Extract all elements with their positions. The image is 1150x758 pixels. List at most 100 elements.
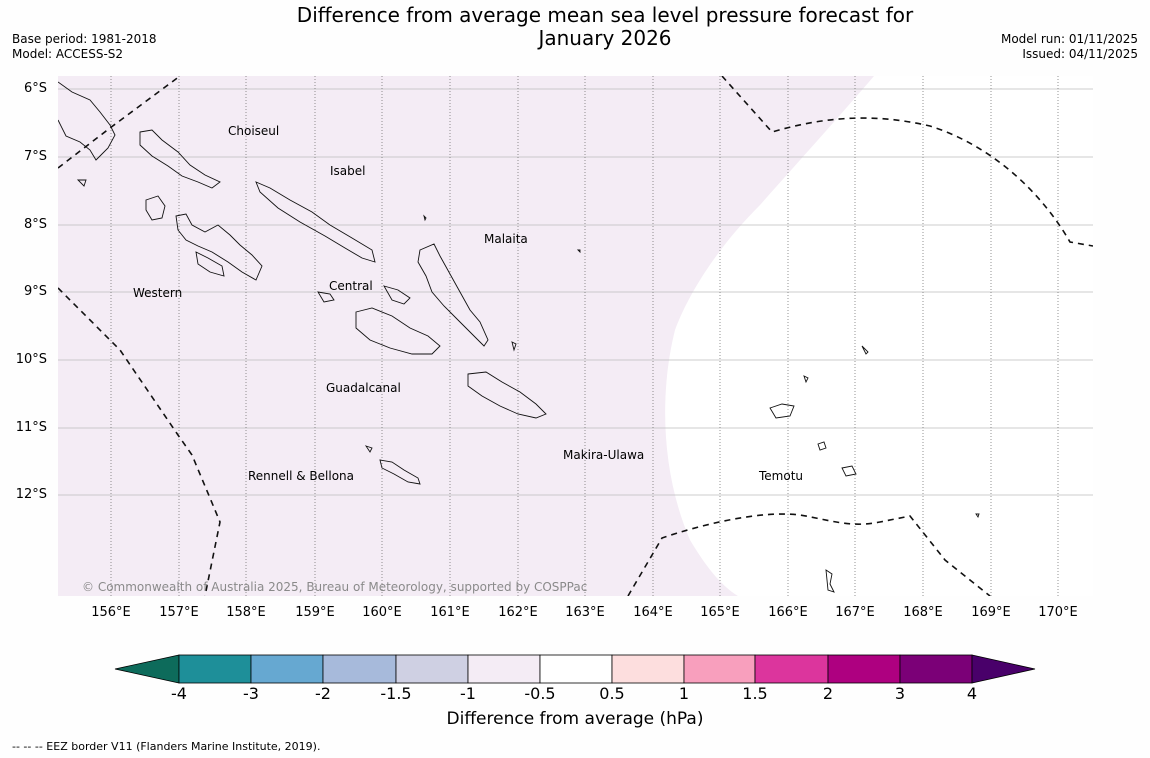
island-rennell [379, 459, 421, 485]
island-bellona [364, 445, 373, 453]
eez-borders [58, 76, 1093, 596]
colorbar-tick-label: -2 [315, 684, 331, 703]
island-fataka [975, 513, 980, 519]
colorbar-cell [250, 654, 324, 684]
meta-left: Base period: 1981-2018 Model: ACCESS-S2 [12, 32, 157, 62]
lon-label: 159°E [295, 605, 335, 620]
lon-label: 166°E [768, 605, 808, 620]
lon-label: 170°E [1038, 605, 1078, 620]
island-isabel [255, 181, 376, 263]
colorbar-cell [322, 654, 397, 684]
island-russell [317, 291, 335, 303]
island-santa-cruz [769, 403, 795, 419]
chart-title: Difference from average mean sea level p… [225, 4, 985, 50]
colorbar-cell [395, 654, 469, 684]
colorbar-tick-label: 4 [966, 684, 978, 703]
island-reef-islands [803, 375, 809, 384]
colorbar-tick-label: -1.5 [380, 684, 412, 703]
issued-date: Issued: 04/11/2025 [1022, 47, 1138, 61]
model-name: Model: ACCESS-S2 [12, 47, 124, 61]
lon-label: 169°E [971, 605, 1011, 620]
colorbar-cell [827, 654, 901, 684]
lat-label: 6°S [23, 81, 47, 96]
lon-label: 158°E [226, 605, 266, 620]
island-choiseul [139, 129, 221, 189]
colorbar-tick-label: 1 [678, 684, 690, 703]
region-label: Isabel [330, 164, 366, 178]
lat-label: 10°S [15, 352, 47, 367]
region-label: Choiseul [228, 124, 280, 138]
lon-label: 163°E [565, 605, 605, 620]
lat-label: 9°S [23, 284, 47, 299]
island-nggela [383, 285, 411, 305]
colorbar-extend-high [971, 654, 1036, 684]
island-tikopia [817, 441, 827, 451]
lat-label: 7°S [23, 149, 47, 164]
island-anuta [825, 569, 835, 593]
shaded-anomaly-region [58, 76, 874, 596]
region-label: Makira-Ulawa [563, 448, 645, 462]
lon-label: 168°E [903, 605, 943, 620]
island-shortland [76, 179, 87, 187]
lat-label: 12°S [15, 487, 47, 502]
base-period: Base period: 1981-2018 [12, 32, 157, 46]
lat-label: 8°S [23, 217, 47, 232]
model-run: Model run: 01/11/2025 [1000, 32, 1138, 46]
eez-border-north-east [721, 76, 1093, 247]
colorbar-cell [754, 654, 829, 684]
island-outlines [58, 81, 980, 593]
region-label: Guadalcanal [326, 381, 401, 395]
region-label: Central [329, 279, 373, 293]
copyright-notice: © Commonwealth of Australia 2025, Bureau… [82, 580, 588, 594]
eez-border-south-east [627, 513, 991, 596]
lon-label: 156°E [91, 605, 131, 620]
lon-label: 165°E [700, 605, 740, 620]
lon-label: 162°E [498, 605, 538, 620]
colorbar-extend-low [114, 654, 180, 684]
island-new-georgia [175, 213, 263, 281]
island-guadalcanal [355, 307, 441, 355]
colorbar-cell [683, 654, 756, 684]
island-malaita [417, 243, 489, 347]
island-ulawa [511, 341, 517, 352]
island-rendova [195, 251, 225, 277]
island-sikaiana [576, 249, 581, 254]
island-bougainville [58, 81, 116, 161]
colorbar-tick-label: 3 [894, 684, 906, 703]
island-makira [467, 371, 547, 419]
region-label: Rennell & Bellona [248, 469, 355, 483]
colorbar-tick-label: -4 [171, 684, 187, 703]
island-vella-lavella [145, 195, 166, 221]
region-label: Temotu [759, 469, 804, 483]
colorbar-tick-label: -3 [243, 684, 259, 703]
latitude-gridlines [58, 88, 1093, 496]
island-ontong-java [423, 214, 427, 222]
eez-footnote: -- -- -- EEZ border V11 (Flanders Marine… [12, 740, 321, 753]
title-line-2: January 2026 [538, 26, 672, 50]
colorbar-cell [467, 654, 541, 684]
lon-label: 164°E [633, 605, 673, 620]
eez-border-west-lower [58, 287, 221, 596]
lat-label: 11°S [15, 420, 47, 435]
colorbar-tick-label: -1 [460, 684, 476, 703]
lon-label: 161°E [430, 605, 470, 620]
island-vanikoro [841, 465, 857, 477]
region-label: Western [133, 286, 183, 300]
region-label: Malaita [484, 232, 528, 246]
colorbar [114, 654, 1036, 684]
colorbar-cell [539, 654, 613, 684]
colorbar-cell [178, 654, 252, 684]
colorbar-cell [611, 654, 685, 684]
lon-label: 157°E [159, 605, 199, 620]
eez-border-west-upper [58, 76, 181, 169]
colorbar-label: Difference from average (hPa) [446, 709, 704, 729]
colorbar-cell [899, 654, 973, 684]
colorbar-tick-label: -0.5 [524, 684, 556, 703]
colorbar-tick-label: 1.5 [742, 684, 768, 703]
lon-label: 160°E [362, 605, 402, 620]
lon-label: 167°E [835, 605, 875, 620]
island-duff [861, 345, 869, 355]
colorbar-tick-label: 0.5 [599, 684, 625, 703]
title-line-1: Difference from average mean sea level p… [296, 3, 914, 27]
